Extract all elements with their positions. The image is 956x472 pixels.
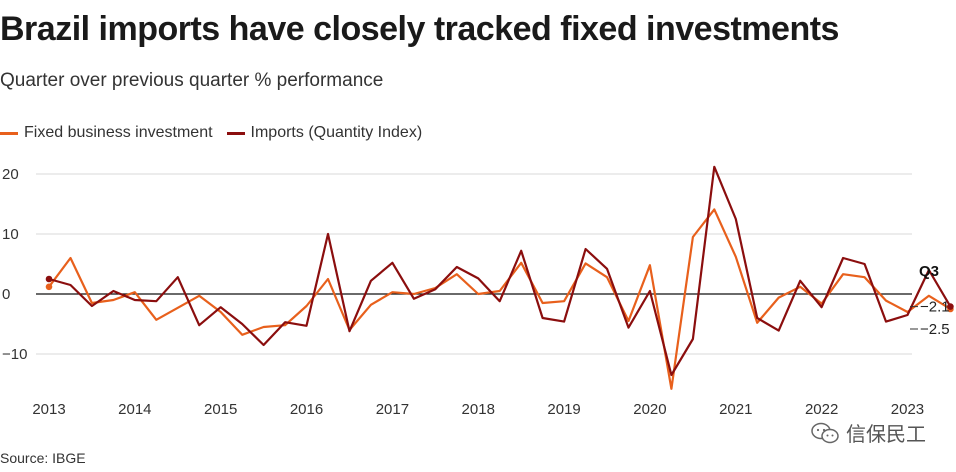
legend-item-investment: Fixed business investment <box>0 124 213 142</box>
y-tick-label: −10 <box>2 346 27 363</box>
line-chart: 20 10 0 −10 2013 2014 2015 2016 2017 2018 2019 2020… <box>2 165 954 418</box>
series-line-investment <box>48 208 951 390</box>
start-point-investment <box>45 283 53 291</box>
legend-swatch-imports <box>226 131 245 135</box>
legend-label-investment: Fixed business investment <box>24 124 213 141</box>
series-line-imports <box>48 165 952 377</box>
x-tick-label: 2013 <box>32 401 65 418</box>
x-tick-label: 2018 <box>462 401 495 418</box>
y-tick-label: 0 <box>2 286 10 303</box>
end-label-investment: −2.5 <box>920 321 950 338</box>
x-tick-label: 2023 <box>891 401 924 418</box>
chat-bubbles-icon <box>811 422 839 443</box>
start-point-imports <box>45 275 53 283</box>
y-tick-label: 20 <box>2 166 19 183</box>
watermark-text: 信保民工 <box>846 424 926 446</box>
chart-subtitle: Quarter over previous quarter % performa… <box>0 70 384 91</box>
x-tick-label: 2015 <box>204 401 237 418</box>
end-label-imports: −2.1 <box>920 299 950 316</box>
legend-item-imports: Imports (Quantity Index) <box>226 124 423 142</box>
x-tick-label: 2022 <box>805 401 838 418</box>
end-point-imports <box>947 303 954 310</box>
x-tick-label: 2014 <box>118 401 151 418</box>
x-tick-label: 2021 <box>719 401 752 418</box>
y-tick-label: 10 <box>2 226 19 243</box>
chart-title: Brazil imports have closely tracked fixe… <box>0 10 839 48</box>
watermark: 信保民工 <box>810 418 926 447</box>
source-note: Source: IBGE <box>0 450 86 466</box>
legend-label-imports: Imports (Quantity Index) <box>250 124 423 141</box>
x-tick-label: 2016 <box>290 401 323 418</box>
end-label-period: Q3 <box>919 263 939 280</box>
legend: Fixed business investment Imports (Quant… <box>0 124 436 142</box>
x-tick-label: 2017 <box>376 401 409 418</box>
x-tick-label: 2020 <box>633 401 666 418</box>
legend-swatch-investment <box>0 131 18 135</box>
x-tick-label: 2019 <box>547 401 580 418</box>
